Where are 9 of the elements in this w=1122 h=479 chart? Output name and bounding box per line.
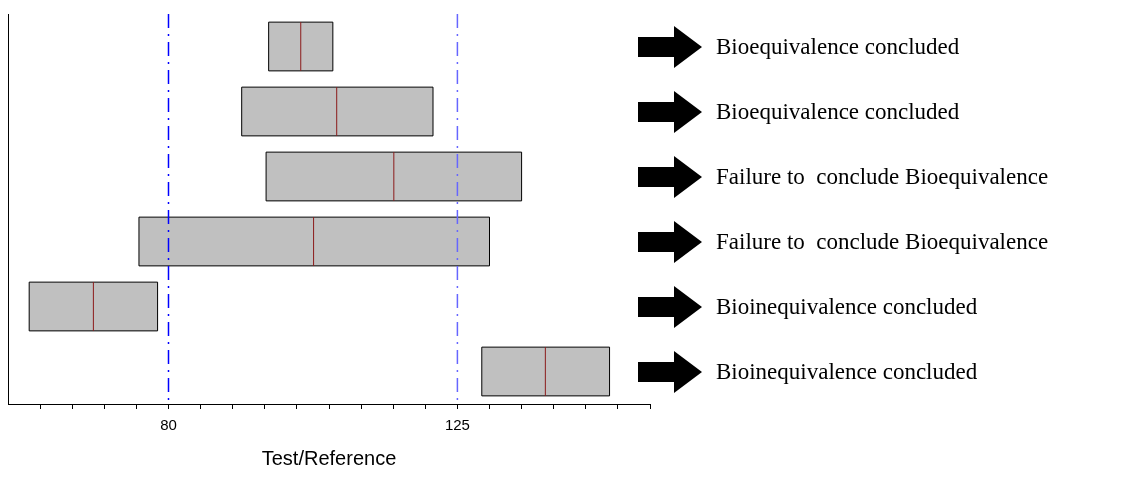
text: Bioequivalence concluded [716,33,960,60]
text: Failure to conclude Bioequivalence [716,228,1049,255]
text: Bioinequivalence concluded [716,293,978,320]
x-axis-title: Test/Reference [261,446,397,469]
text: Failure to conclude Bioequivalence [716,163,1049,190]
x-tick-label: 125 [444,416,470,434]
text: Bioinequivalence concluded [716,358,978,385]
x-tick-label: 80 [160,416,177,434]
text: Bioequivalence concluded [716,98,960,125]
